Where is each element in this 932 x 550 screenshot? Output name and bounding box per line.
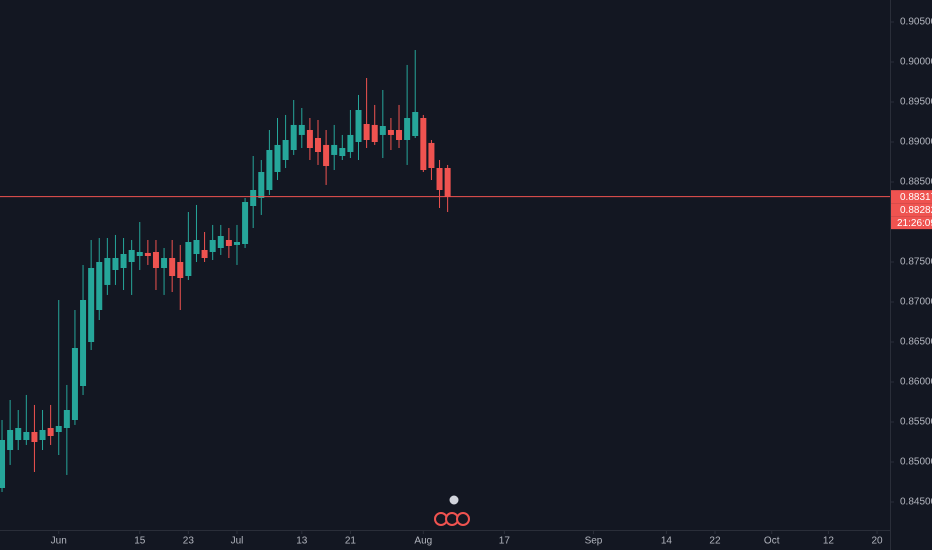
candle-body <box>104 258 111 285</box>
candle-body <box>225 240 232 246</box>
candle-body <box>371 124 378 142</box>
x-tick-label: 13 <box>296 536 308 547</box>
candle-body <box>177 262 184 278</box>
countdown-box <box>891 216 932 230</box>
candle-body <box>63 410 70 428</box>
x-tick-label: Oct <box>764 536 780 547</box>
candle-body <box>80 300 87 386</box>
candle-body <box>71 348 78 420</box>
candle-body <box>331 144 338 155</box>
candle-body <box>144 252 151 256</box>
candle-body <box>355 110 362 142</box>
candle-body <box>7 430 14 450</box>
candle-body <box>258 172 265 198</box>
candle-body <box>404 118 411 140</box>
candle-body <box>47 428 54 436</box>
candle-body <box>161 258 168 268</box>
price-label-box <box>891 203 932 217</box>
candle-body <box>428 142 435 168</box>
candle-body <box>128 250 135 262</box>
candle-body <box>31 432 38 442</box>
candle-body <box>444 168 451 197</box>
candle-body <box>201 250 208 258</box>
event-icon[interactable] <box>456 512 470 526</box>
y-tick-label: 0.90500 <box>900 17 932 28</box>
candle-body <box>250 190 257 206</box>
candles <box>0 50 451 492</box>
candle-body <box>363 124 370 140</box>
candle-body <box>120 254 127 268</box>
candle-body <box>379 126 386 135</box>
countdown: 21:26:09 <box>897 218 932 229</box>
candle-body <box>169 258 176 276</box>
x-tick-label: 15 <box>134 536 146 547</box>
x-tick-label: Jul <box>231 536 244 547</box>
candle-body <box>136 252 143 256</box>
x-tick-label: Jun <box>51 536 67 547</box>
candle-body <box>233 242 240 245</box>
candle-body <box>387 130 394 135</box>
x-tick-label: Sep <box>585 536 603 547</box>
candle-body <box>282 140 289 160</box>
candle-body <box>298 124 305 135</box>
candle-body <box>96 262 103 310</box>
x-tick-label: 21 <box>345 536 357 547</box>
candle-body <box>242 202 249 244</box>
candle-body <box>88 268 95 342</box>
candle-body <box>209 240 216 252</box>
candle-body <box>436 168 443 190</box>
x-tick-label: 20 <box>871 536 883 547</box>
x-tick-label: Aug <box>414 536 432 547</box>
candle-body <box>339 148 346 156</box>
candle-body <box>306 130 313 148</box>
x-tick-label: 17 <box>499 536 511 547</box>
candle-body <box>315 138 322 152</box>
price-label: 0.88317 <box>900 192 932 203</box>
candle-body <box>290 124 297 150</box>
event-markers[interactable] <box>434 494 470 526</box>
candle-body <box>112 258 119 270</box>
candle-body <box>23 432 30 440</box>
candle-body <box>15 428 22 440</box>
candle-body <box>152 252 159 268</box>
event-icon[interactable] <box>448 494 460 506</box>
candle-body <box>55 426 62 432</box>
candle-body <box>274 144 281 172</box>
candle-body <box>396 130 403 140</box>
x-tick-label: 12 <box>823 536 835 547</box>
candle-body <box>39 430 46 440</box>
candle-body <box>323 144 330 166</box>
candle-body <box>185 242 192 276</box>
candle-body <box>217 236 224 248</box>
x-tick-label: 23 <box>183 536 195 547</box>
candle-body <box>266 150 273 190</box>
candle-body <box>0 440 6 488</box>
price-label-box <box>891 190 932 204</box>
candle-body <box>193 240 200 254</box>
candle-body <box>412 112 419 136</box>
x-tick-label: 22 <box>709 536 721 547</box>
candle-body <box>347 134 354 152</box>
x-tick-label: 14 <box>661 536 673 547</box>
candle-body <box>420 118 427 170</box>
